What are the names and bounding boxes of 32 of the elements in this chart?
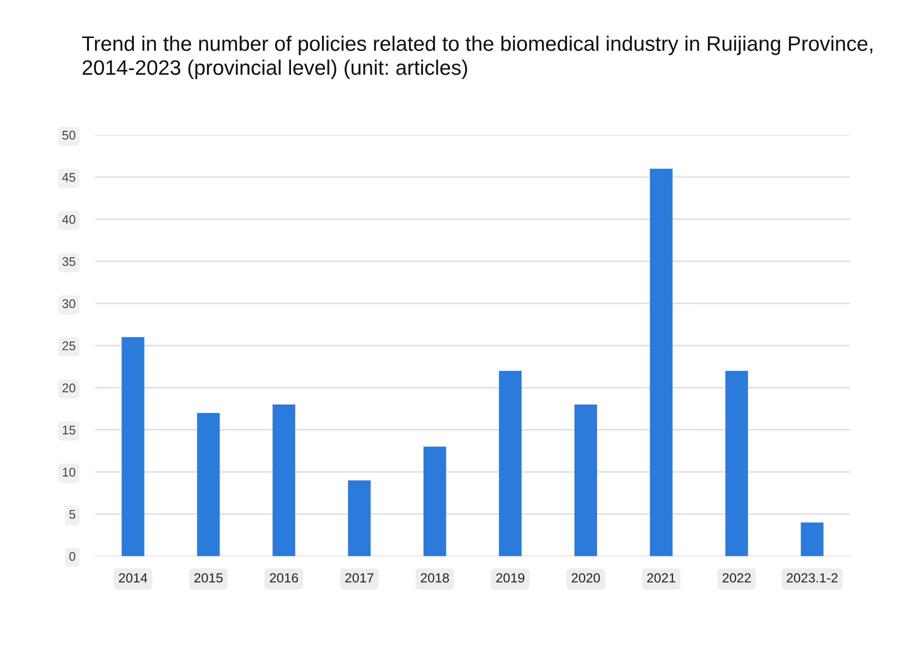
chart-title: Trend in the number of policies related to the biomedical industry in Ruijiang Province, 2014-2023 (provincial level) (unit: articles)	[82, 36, 872, 80]
y-tick-label: 35	[62, 257, 76, 266]
y-tick-label: 15	[62, 426, 76, 434]
bar	[650, 168, 673, 556]
x-tick-label: 2017	[345, 573, 374, 583]
x-tick-label: 2014	[118, 573, 148, 583]
x-tick-label: 2019	[496, 573, 524, 583]
bar	[423, 446, 446, 556]
bar	[122, 337, 144, 556]
y-tick-label: 30	[62, 299, 76, 308]
bar	[272, 404, 296, 556]
x-tick-label: 2018	[420, 573, 449, 583]
bar	[725, 370, 748, 556]
bar	[800, 522, 824, 556]
y-tick-label: 45	[62, 173, 76, 182]
bar	[348, 480, 371, 556]
y-tick-label: 10	[62, 468, 76, 477]
y-tick-label: 20	[62, 384, 76, 392]
x-tick-label: 2021	[647, 573, 676, 583]
x-tick-label: 2015	[194, 573, 223, 583]
y-tick-label: 0	[69, 552, 76, 561]
x-tick-label: 2022	[722, 573, 751, 583]
bar	[498, 370, 522, 556]
x-tick-label: 2020	[572, 573, 600, 583]
y-tick-label: 40	[62, 215, 76, 224]
x-tick-label: 2023.1-2	[786, 573, 838, 583]
bar	[197, 412, 220, 556]
x-tick-label: 2016	[270, 573, 298, 583]
bar	[574, 404, 598, 556]
y-tick-label: 50	[62, 130, 76, 140]
y-tick-label: 25	[62, 341, 76, 350]
y-tick-label: 5	[69, 510, 76, 519]
